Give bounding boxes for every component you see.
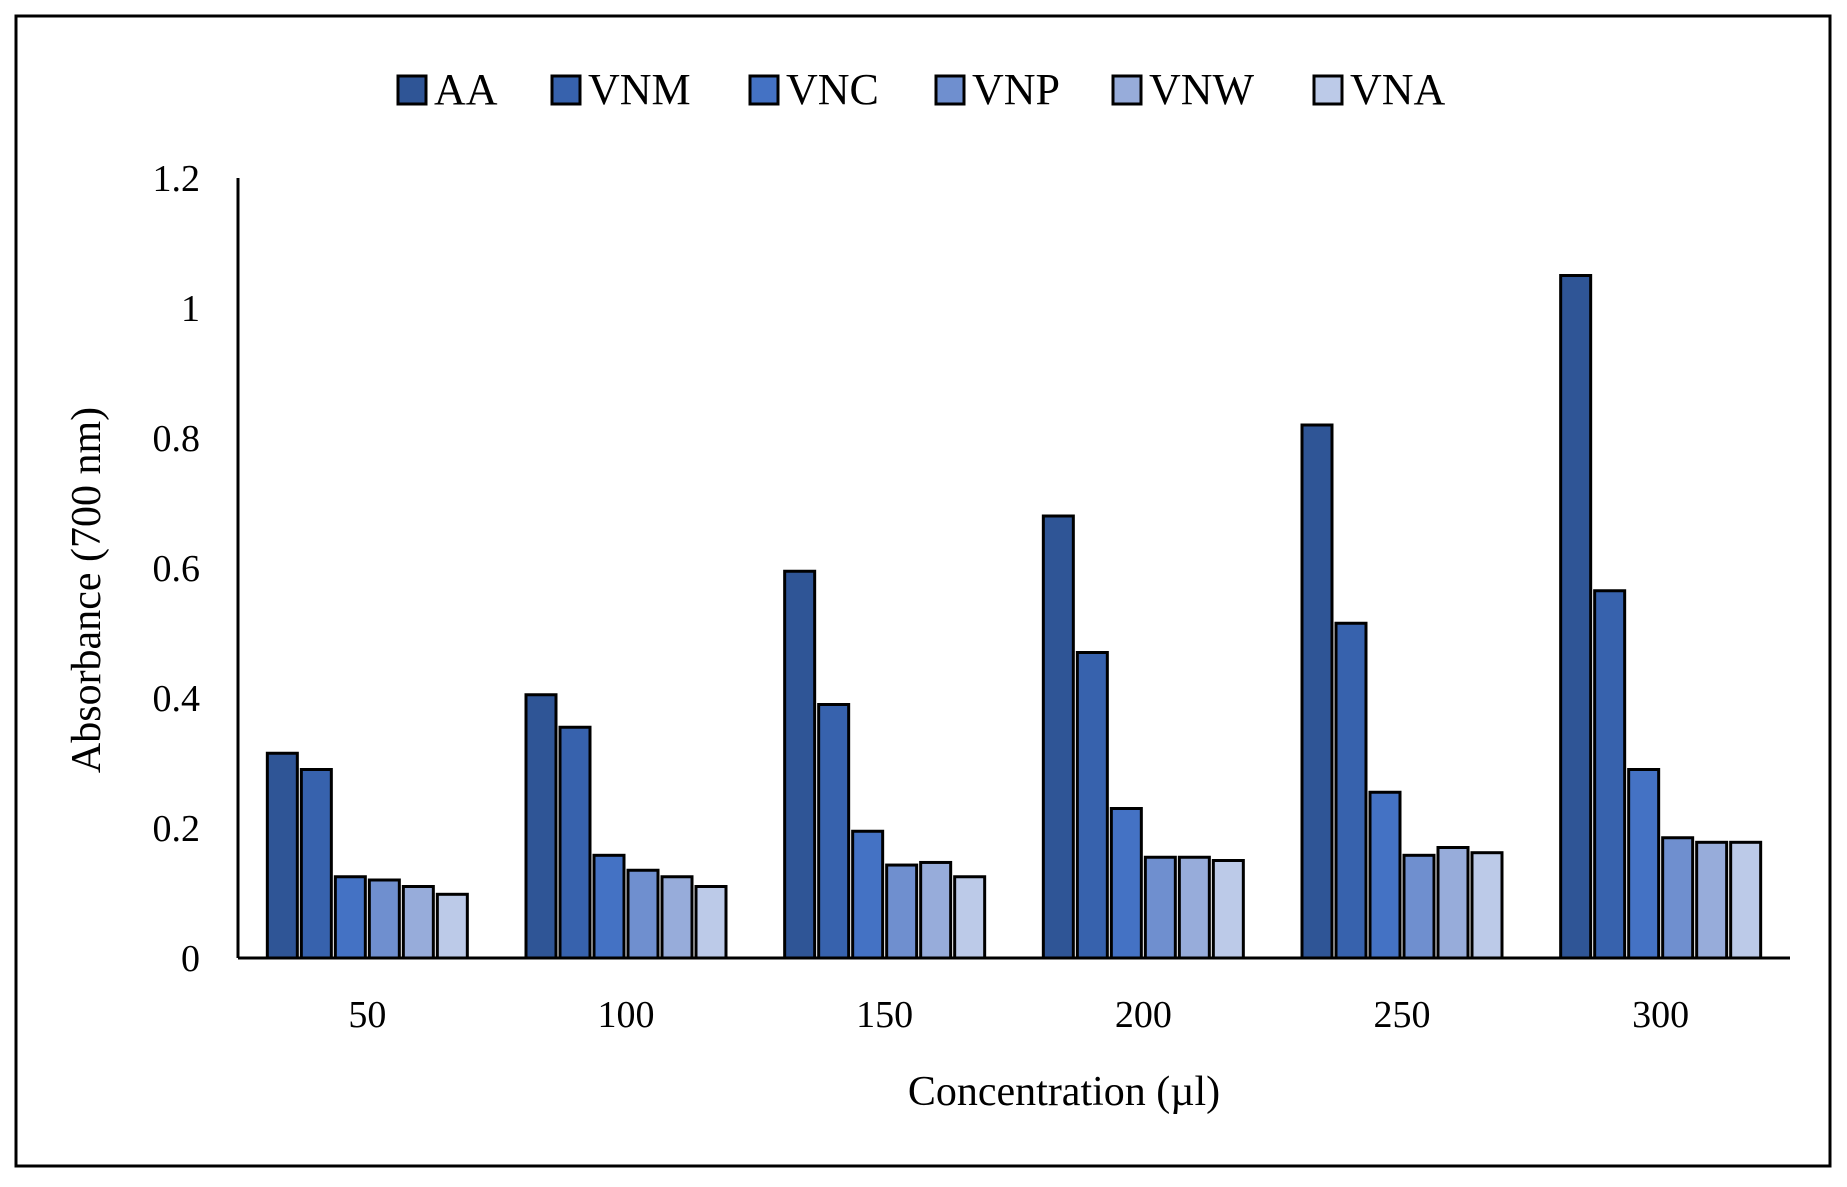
bar-vnm-150 [817, 703, 851, 960]
bar-vnc-250 [1368, 790, 1402, 960]
y-tick-label: 0.6 [153, 548, 201, 590]
legend-label-vnw: VNW [1149, 65, 1255, 114]
bar-vna-50 [435, 892, 469, 960]
bar-vnm-50 [299, 768, 333, 960]
bar-vnc-200 [1109, 807, 1143, 960]
bar-aa-200 [1041, 514, 1075, 960]
legend-label-vnc: VNC [786, 65, 879, 114]
bar-aa-150 [783, 569, 817, 960]
bar-aa-300 [1559, 274, 1593, 960]
bar-vnw-50 [401, 885, 435, 960]
y-tick-label: 0.2 [153, 808, 201, 850]
bar-aa-100 [524, 693, 558, 960]
legend-swatch-vnw [1111, 74, 1143, 106]
bar-vna-100 [694, 885, 728, 960]
bar-vna-150 [953, 875, 987, 960]
y-axis-ticks: 0 0.2 0.4 0.6 0.8 1 1.2 [153, 158, 201, 980]
bar-vnc-150 [851, 829, 885, 960]
legend: AA VNM VNC VNP VNW VNA [396, 65, 1446, 114]
bar-vnp-100 [626, 868, 660, 960]
bar-vnw-150 [919, 860, 953, 960]
bar-vna-250 [1470, 851, 1504, 960]
bars [265, 274, 1763, 960]
bar-vnp-300 [1661, 836, 1695, 960]
bar-vnm-250 [1334, 621, 1368, 960]
x-tick-label: 200 [1115, 994, 1172, 1036]
x-tick-label: 50 [348, 994, 386, 1036]
y-tick-label: 0.8 [153, 418, 201, 460]
bar-vna-300 [1729, 840, 1763, 960]
y-tick-label: 1 [181, 288, 200, 330]
x-axis-title: Concentration (µl) [908, 1069, 1220, 1115]
y-tick-label: 0 [181, 938, 200, 980]
legend-swatch-aa [396, 74, 428, 106]
bar-vnc-100 [592, 853, 626, 960]
x-tick-label: 100 [598, 994, 655, 1036]
bar-vnw-250 [1436, 846, 1470, 960]
bar-aa-50 [265, 751, 299, 960]
legend-swatch-vnm [550, 74, 582, 106]
x-axis-ticks: 50 100 150 200 250 300 [348, 994, 1689, 1036]
chart-border [14, 14, 1832, 1168]
bar-vnm-300 [1593, 589, 1627, 960]
bar-vna-200 [1211, 859, 1245, 960]
bar-vnw-300 [1695, 840, 1729, 960]
bar-vnw-100 [660, 875, 694, 960]
bar-vnp-150 [885, 863, 919, 960]
bar-vnc-50 [333, 875, 367, 960]
y-tick-label: 1.2 [153, 158, 201, 200]
legend-swatch-vna [1312, 74, 1344, 106]
legend-label-vnp: VNP [972, 65, 1060, 114]
x-tick-label: 250 [1374, 994, 1431, 1036]
legend-label-vnm: VNM [588, 65, 691, 114]
y-axis-title: Absorbance (700 nm) [64, 407, 110, 773]
bar-vnw-200 [1177, 855, 1211, 960]
bar-vnp-200 [1143, 855, 1177, 960]
bar-aa-250 [1300, 423, 1334, 960]
legend-swatch-vnc [748, 74, 780, 106]
bar-vnm-200 [1075, 651, 1109, 960]
x-tick-label: 300 [1632, 994, 1689, 1036]
bar-vnc-300 [1627, 768, 1661, 960]
bar-vnm-100 [558, 725, 592, 960]
x-tick-label: 150 [856, 994, 913, 1036]
y-tick-label: 0.4 [153, 678, 201, 720]
bar-vnp-250 [1402, 853, 1436, 960]
legend-swatch-vnp [934, 74, 966, 106]
legend-label-aa: AA [434, 65, 498, 114]
bar-vnp-50 [367, 878, 401, 960]
legend-label-vna: VNA [1350, 65, 1446, 114]
